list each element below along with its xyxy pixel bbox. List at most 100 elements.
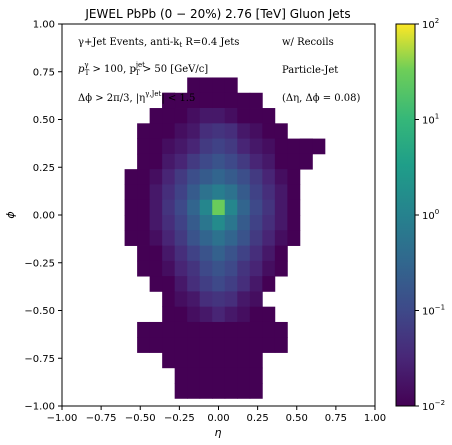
- heatmap-cell: [237, 139, 250, 155]
- heatmap-cell: [212, 108, 225, 124]
- heatmap-cell: [137, 246, 150, 262]
- heatmap-cell: [187, 383, 200, 399]
- heatmap-cell: [175, 123, 188, 139]
- heatmap-cell: [225, 322, 238, 338]
- chart-title: JEWEL PbPb (0 − 20%) 2.76 [TeV] Gluon Je…: [84, 7, 350, 21]
- heatmap-cell: [237, 93, 250, 109]
- heatmap-cell: [175, 154, 188, 170]
- heatmap-cell: [212, 77, 225, 93]
- heatmap-cell: [287, 169, 300, 185]
- heatmap-cell: [237, 184, 250, 200]
- heatmap-cell: [150, 246, 163, 262]
- heatmap-cell: [187, 368, 200, 384]
- y-axis-ticks: −1.00−0.75−0.50−0.250.000.250.500.751.00: [24, 20, 62, 413]
- y-tick-label: −1.00: [24, 402, 55, 413]
- heatmap-cell: [175, 184, 188, 200]
- heatmap-cell: [275, 337, 288, 353]
- heatmap-cell: [237, 276, 250, 292]
- heatmap-cell: [262, 307, 275, 323]
- x-axis-ticks: −1.00 −0.75 −0.50 −0.25 0.00 0.25 0.50 0.75 1.00: [47, 406, 386, 424]
- heatmap-cell: [175, 383, 188, 399]
- heatmap-cell: [162, 139, 175, 155]
- colorbar: [396, 24, 415, 406]
- heatmap-cell: [200, 215, 213, 231]
- heatmap-cell: [312, 139, 325, 155]
- heatmap-cell: [212, 368, 225, 384]
- x-tick-label: −1.00: [47, 413, 78, 424]
- heatmap-cell: [300, 154, 313, 170]
- heatmap-cell: [250, 93, 263, 109]
- y-tick-label: −0.50: [24, 306, 55, 317]
- heatmap-cell: [137, 139, 150, 155]
- heatmap-cell: [212, 383, 225, 399]
- heatmap-cell: [250, 322, 263, 338]
- heatmap-cell: [237, 215, 250, 231]
- heatmap-cell: [162, 154, 175, 170]
- x-tick-label: 0.00: [207, 413, 229, 424]
- heatmap-cell: [150, 154, 163, 170]
- colorbar-ticks: 102 101 100 10−1 10−2: [415, 17, 445, 413]
- heatmap-cell: [150, 337, 163, 353]
- heatmap-cell: [175, 261, 188, 277]
- heatmap-cell: [250, 108, 263, 124]
- heatmap-cell: [212, 246, 225, 262]
- heatmap-cell: [187, 261, 200, 277]
- heatmap-cell: [212, 200, 225, 216]
- heatmap-cell: [162, 353, 175, 369]
- heatmap-cell: [287, 200, 300, 216]
- heatmap-cell: [212, 169, 225, 185]
- heatmap-cell: [225, 77, 238, 93]
- heatmap-cell: [162, 108, 175, 124]
- heatmap-cell: [187, 215, 200, 231]
- heatmap-cell: [200, 200, 213, 216]
- heatmap-cell: [275, 215, 288, 231]
- heatmap-cell: [212, 93, 225, 109]
- heatmap-cell: [237, 169, 250, 185]
- heatmap-cell: [237, 123, 250, 139]
- heatmap-cell: [200, 77, 213, 93]
- heatmap-cell: [275, 123, 288, 139]
- heatmap-cell: [237, 307, 250, 323]
- heatmap-cell: [125, 184, 138, 200]
- heatmap-cell: [250, 353, 263, 369]
- heatmap-cell: [262, 123, 275, 139]
- y-tick-label: 1.00: [33, 20, 55, 31]
- heatmap-cell: [137, 261, 150, 277]
- heatmap-cell: [262, 276, 275, 292]
- heatmap-cell: [187, 307, 200, 323]
- heatmap-cell: [137, 169, 150, 185]
- heatmap-cell: [250, 200, 263, 216]
- heatmap-cell: [200, 123, 213, 139]
- heatmap-cell: [162, 230, 175, 246]
- heatmap-cell: [150, 184, 163, 200]
- heatmap-cell: [137, 322, 150, 338]
- y-tick-label: 0.00: [33, 211, 55, 222]
- heatmap-cell: [187, 154, 200, 170]
- heatmap-cell: [225, 261, 238, 277]
- heatmap-cell: [212, 353, 225, 369]
- heatmap-cell: [162, 337, 175, 353]
- y-tick-label: −0.25: [24, 258, 55, 269]
- heatmap-cell: [200, 154, 213, 170]
- heatmap-cell: [250, 139, 263, 155]
- x-tick-label: 0.25: [246, 413, 268, 424]
- heatmap-cell: [250, 307, 263, 323]
- heatmap-cell: [275, 139, 288, 155]
- heatmap-cell: [150, 230, 163, 246]
- heatmap-cell: [175, 215, 188, 231]
- heatmap-cell: [287, 230, 300, 246]
- heatmap-cell: [225, 230, 238, 246]
- heatmap-cell: [262, 184, 275, 200]
- heatmap-cell: [200, 184, 213, 200]
- heatmap-cell: [250, 184, 263, 200]
- x-tick-label: 0.50: [286, 413, 308, 424]
- heatmap-cell: [287, 139, 300, 155]
- heatmap-cell: [225, 383, 238, 399]
- heatmap-cell: [225, 337, 238, 353]
- heatmap-cell: [262, 230, 275, 246]
- heatmap-cell: [187, 184, 200, 200]
- heatmap-cell: [262, 261, 275, 277]
- heatmap-cell: [212, 276, 225, 292]
- heatmap-cell: [137, 184, 150, 200]
- heatmap-cell: [162, 291, 175, 307]
